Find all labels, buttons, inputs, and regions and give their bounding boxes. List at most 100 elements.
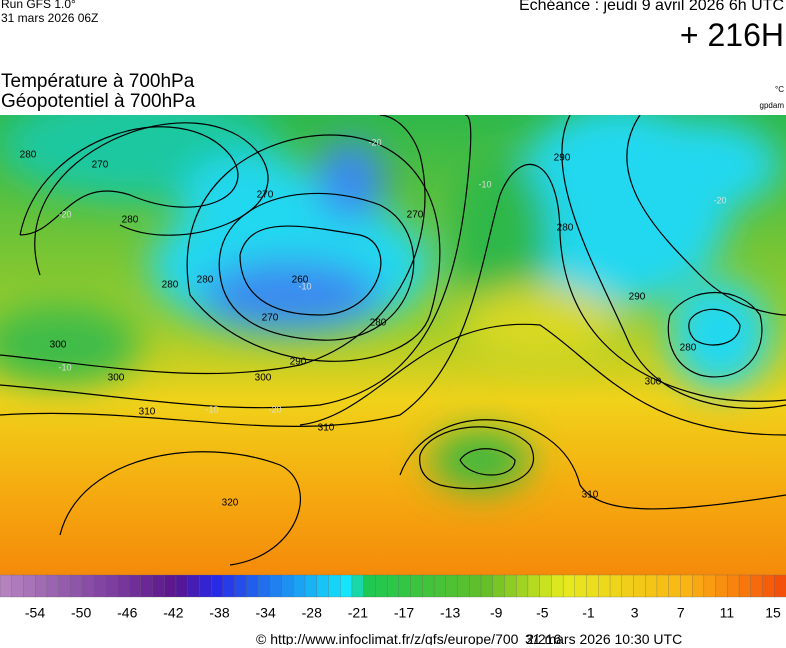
colorbar-swatch xyxy=(164,574,177,598)
colorbar-swatch xyxy=(680,574,693,598)
colorbar-swatch xyxy=(715,574,728,598)
colorbar-swatch xyxy=(492,574,506,598)
title-geo: Géopotentiel à 700hPa xyxy=(1,91,196,112)
colorbar-swatch xyxy=(128,574,142,598)
footer-timestamp: 31 mars 2026 10:30 UTC xyxy=(525,631,682,645)
temperature-label: -10 xyxy=(478,179,491,189)
colorbar-swatch xyxy=(386,574,400,598)
colorbar-swatch xyxy=(750,574,764,598)
colorbar-label: -42 xyxy=(163,605,183,621)
unit-temp: °C xyxy=(775,85,784,94)
colorbar-swatch xyxy=(621,574,635,598)
colorbar-swatch xyxy=(668,574,682,598)
colorbar-swatch xyxy=(187,574,201,598)
contour-label: 270 xyxy=(257,190,274,201)
contour-label: 290 xyxy=(290,357,307,368)
contour-label: 310 xyxy=(139,407,156,418)
colorbar-swatch xyxy=(70,574,83,598)
colorbar-swatch xyxy=(316,574,330,598)
contour-label: 270 xyxy=(92,160,109,171)
colorbar-label: -5 xyxy=(536,605,549,621)
colorbar-swatch xyxy=(691,574,705,598)
colorbar-swatch xyxy=(727,574,740,598)
colorbar-swatch xyxy=(703,574,717,598)
colorbar: -54 -50 -46 -42 -38 -34 -28 -21 -17 -13 -9 -5 -1 3 7 11… xyxy=(0,574,786,621)
colorbar-swatch xyxy=(293,574,306,598)
colorbar-swatch xyxy=(457,574,470,598)
colorbar-label: -17 xyxy=(394,605,414,621)
colorbar-swatch xyxy=(375,574,388,598)
run-label: Run GFS 1.0° xyxy=(1,0,76,11)
colorbar-label: 11 xyxy=(720,605,735,621)
run-date: 31 mars 2026 06Z xyxy=(1,11,99,25)
colorbar-swatch xyxy=(46,574,60,598)
colorbar-swatch xyxy=(35,574,48,598)
colorbar-swatch xyxy=(234,574,248,598)
contour-label: 300 xyxy=(50,340,67,351)
contour-label: 280 xyxy=(197,275,214,286)
colorbar-swatch xyxy=(738,574,752,598)
echeance: Echéance : jeudi 9 avril 2026 6h UTC xyxy=(518,0,784,14)
colorbar-swatch xyxy=(117,574,130,598)
colorbar-swatch xyxy=(246,574,259,598)
colorbar-label: -34 xyxy=(256,605,276,621)
colorbar-swatch xyxy=(93,574,107,598)
colorbar-swatch xyxy=(633,574,646,598)
colorbar-swatch xyxy=(562,574,576,598)
colorbar-swatch xyxy=(328,574,341,598)
colorbar-swatch xyxy=(140,574,154,598)
colorbar-swatch xyxy=(539,574,553,598)
colorbar-swatch xyxy=(257,574,271,598)
colorbar-swatch xyxy=(469,574,482,598)
colorbar-label: -1 xyxy=(582,605,595,621)
footer-url: © http://www.infoclimat.fr/z/gfs/europe/… xyxy=(256,631,561,645)
colorbar-swatch xyxy=(551,574,564,598)
colorbar-swatch xyxy=(175,574,189,598)
colorbar-swatch xyxy=(304,574,318,598)
colorbar-swatch xyxy=(398,574,412,598)
colorbar-swatch xyxy=(516,574,529,598)
colorbar-label: -21 xyxy=(348,605,368,621)
contour-label: 280 xyxy=(162,280,179,291)
unit-geo: gpdam xyxy=(759,101,784,110)
colorbar-swatch xyxy=(23,574,36,598)
colorbar-label: -13 xyxy=(440,605,460,621)
colorbar-swatch xyxy=(762,574,775,598)
colorbar-swatch xyxy=(363,574,377,598)
colorbar-swatch xyxy=(504,574,517,598)
colorbar-swatch xyxy=(11,574,25,598)
contour-label: 290 xyxy=(554,153,571,164)
colorbar-swatch xyxy=(211,574,224,598)
colorbar-label: 3 xyxy=(631,605,639,621)
colorbar-label: -9 xyxy=(490,605,503,621)
temperature-label: -20 xyxy=(368,137,381,147)
temperature-label: -20 xyxy=(268,404,281,414)
colorbar-swatch xyxy=(58,574,72,598)
contours xyxy=(0,115,786,566)
colorbar-swatch xyxy=(340,574,353,598)
contour-label: 280 xyxy=(122,215,139,226)
contour-label: 300 xyxy=(255,373,272,384)
colorbar-swatch xyxy=(480,574,494,598)
colorbar-swatch xyxy=(222,574,236,598)
colorbar-swatch xyxy=(0,574,13,598)
contour-label: 300 xyxy=(108,373,125,384)
colorbar-swatch xyxy=(281,574,294,598)
colorbar-label: 15 xyxy=(765,605,781,621)
field: 280 270 280 280 270 260 280 270 280 290 300 300 300 3… xyxy=(0,115,786,575)
colorbar-swatch xyxy=(351,574,365,598)
colorbar-swatch xyxy=(598,574,611,598)
contour-label: 270 xyxy=(407,210,424,221)
colorbar-swatch xyxy=(433,574,447,598)
colorbar-swatch xyxy=(774,574,786,598)
contour-label: 270 xyxy=(262,313,279,324)
contour-label: 290 xyxy=(629,292,646,303)
colorbar-swatch xyxy=(81,574,95,598)
contour-label: 320 xyxy=(222,498,239,509)
colorbar-swatch xyxy=(609,574,623,598)
contour-label: 310 xyxy=(318,423,335,434)
colorbar-swatch xyxy=(574,574,588,598)
title-temp: Température à 700hPa xyxy=(1,71,195,92)
temperature-label: -10 xyxy=(298,281,311,291)
